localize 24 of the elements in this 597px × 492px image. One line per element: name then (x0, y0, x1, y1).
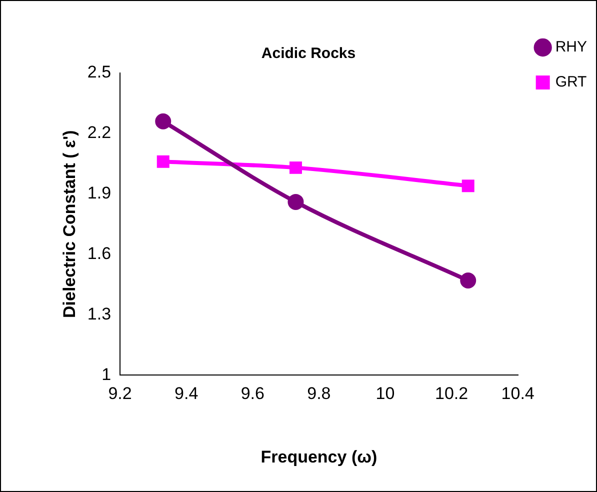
legend-label: RHY (555, 38, 587, 56)
x-axis-title: Frequency (ω) (260, 447, 378, 466)
x-tick-label: 10.4 (501, 384, 534, 404)
y-tick-label: 2.2 (87, 123, 112, 142)
y-tick-label: 1.6 (87, 244, 112, 264)
y-tick-label: 1.9 (87, 184, 112, 203)
x-tick-label: 10.2 (434, 384, 468, 404)
x-tick-label: 9.6 (240, 384, 264, 404)
point (288, 194, 304, 210)
x-tick-label: 9.4 (174, 384, 198, 404)
x-tick-label: 10 (376, 384, 395, 404)
point (155, 113, 172, 130)
y-tick-label: 1 (102, 364, 112, 384)
y-tick-label: 2.5 (87, 62, 112, 82)
point (460, 272, 476, 289)
y-axis-title: Dielectric Constant ( ε') (60, 130, 79, 318)
point (289, 161, 302, 174)
x-tick-label: 9.8 (307, 384, 331, 404)
y-tick-label: 1.3 (87, 304, 112, 324)
point (156, 155, 170, 168)
x-tick-label: 9.2 (108, 384, 132, 404)
point (462, 180, 474, 192)
legend-label: GRT (555, 74, 587, 91)
chart-title: Acidic Rocks (261, 45, 356, 62)
